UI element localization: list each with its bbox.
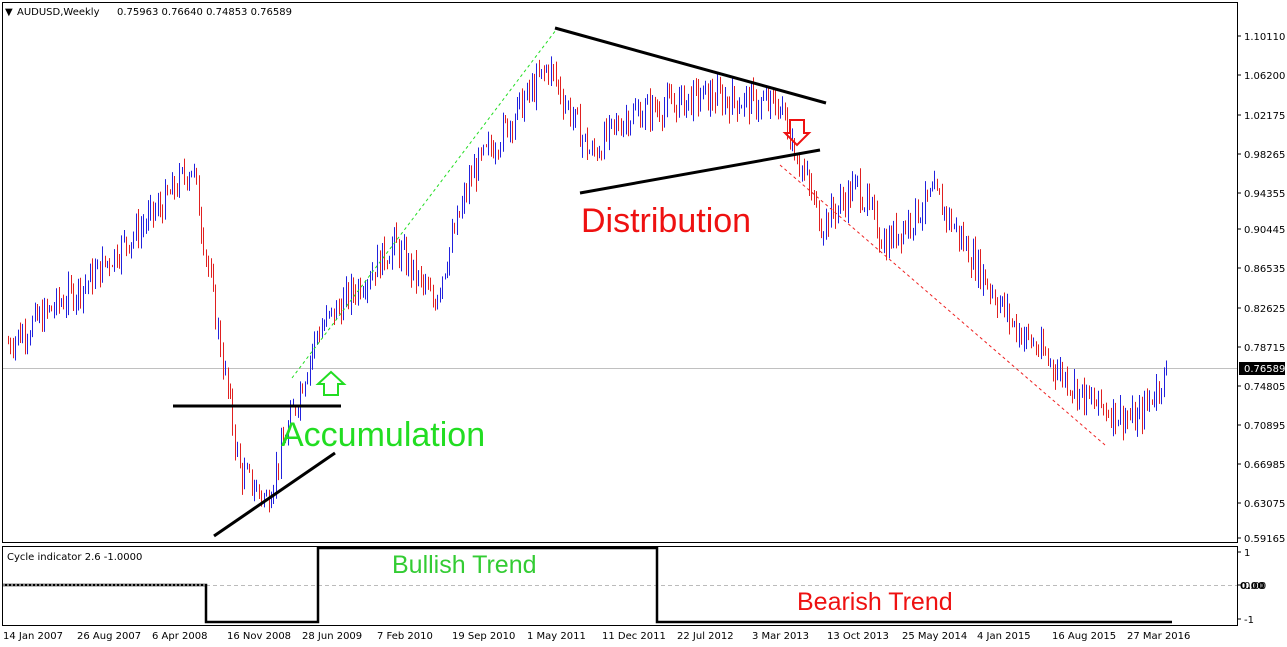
- price-tick-label: 1.06200: [1244, 71, 1285, 82]
- accumulation-label: Accumulation: [281, 416, 485, 454]
- uptrend-dashed-line: [291, 29, 557, 379]
- indicator-tick-label: -1: [1244, 615, 1254, 626]
- current-price-marker: 0.76589: [1239, 362, 1285, 375]
- price-tick-label: 0.74805: [1244, 382, 1285, 393]
- price-tick: 0.70895: [1237, 421, 1285, 432]
- date-axis: 14 Jan 2007 26 Aug 2007 6 Apr 2008 16 No…: [3, 631, 1190, 642]
- price-tick-label: 0.70895: [1244, 421, 1285, 432]
- price-tick-label: 0.66985: [1244, 460, 1285, 471]
- indicator-axis: 1 0.00 -1 0.00: [1237, 548, 1266, 626]
- indicator-title: Cycle indicator 2.6 -1.0000: [7, 552, 142, 563]
- date-tick-label: 1 May 2011: [527, 631, 586, 642]
- price-axis: 1.10110 1.06200 1.02175 0.98265 0.94355 …: [1237, 32, 1285, 545]
- price-tick-label: 1.02175: [1244, 111, 1285, 122]
- price-tick-label: 0.94355: [1244, 189, 1285, 200]
- cycle-indicator-line: [3, 546, 1172, 624]
- date-tick-label: 19 Sep 2010: [452, 631, 515, 642]
- price-tick: 0.78715: [1237, 343, 1285, 354]
- price-tick-label: 0.90445: [1244, 225, 1285, 236]
- price-tick-label: 0.59165: [1244, 534, 1285, 545]
- main-pane-frame: [2, 2, 1238, 543]
- date-tick-label: 6 Apr 2008: [152, 631, 207, 642]
- bearish-trend-label: Bearish Trend: [797, 588, 953, 616]
- date-tick-label: 16 Aug 2015: [1052, 631, 1116, 642]
- date-tick-label: 28 Jun 2009: [302, 631, 362, 642]
- indicator-tick: -1: [1237, 615, 1254, 626]
- date-tick-label: 25 May 2014: [902, 631, 967, 642]
- date-tick-label: 27 Mar 2016: [1127, 631, 1190, 642]
- price-tick: 0.86535: [1237, 264, 1285, 275]
- price-bars: [8, 56, 1167, 513]
- date-tick-label: 11 Dec 2011: [602, 631, 666, 642]
- price-tick-label: 0.82625: [1244, 304, 1285, 315]
- date-tick-label: 13 Oct 2013: [827, 631, 889, 642]
- indicator-tick-label: 1: [1244, 548, 1250, 559]
- date-tick-label: 4 Jan 2015: [977, 631, 1031, 642]
- price-tick-label: 0.98265: [1244, 150, 1285, 161]
- date-tick-label: 14 Jan 2007: [3, 631, 63, 642]
- distribution-lower-line: [579, 148, 821, 195]
- indicator-current-label: 0.00: [1240, 581, 1265, 592]
- price-tick-label: 0.78715: [1244, 343, 1285, 354]
- date-tick-label: 7 Feb 2010: [377, 631, 433, 642]
- price-tick: 0.94355: [1237, 189, 1285, 200]
- price-tick: 0.90445: [1237, 225, 1285, 236]
- bullish-trend-label: Bullish Trend: [392, 551, 537, 579]
- distribution-upper-line: [554, 26, 827, 105]
- indicator-tick: 1: [1237, 548, 1250, 559]
- price-tick-label: 1.10110: [1244, 32, 1285, 43]
- date-tick-label: 16 Nov 2008: [227, 631, 291, 642]
- date-tick-label: 22 Jul 2012: [677, 631, 734, 642]
- price-tick-label: 0.86535: [1244, 264, 1285, 275]
- symbol-label: AUDUSD,Weekly: [17, 7, 100, 18]
- down-arrow-icon: [782, 119, 812, 147]
- distribution-label: Distribution: [581, 202, 751, 240]
- price-tick: 0.66985: [1237, 460, 1285, 471]
- price-tick: 0.59165: [1237, 534, 1285, 545]
- up-arrow-icon: [315, 370, 347, 396]
- price-tick: 0.63075: [1237, 499, 1285, 510]
- price-tick: 1.06200: [1237, 71, 1285, 82]
- price-tick: 0.98265: [1237, 150, 1285, 161]
- dropdown-arrow-icon[interactable]: ▼: [5, 7, 13, 18]
- price-tick-label: 0.63075: [1244, 499, 1285, 510]
- price-tick: 1.02175: [1237, 111, 1285, 122]
- date-tick-label: 26 Aug 2007: [77, 631, 141, 642]
- ohlc-label: 0.75963 0.76640 0.74853 0.76589: [117, 7, 292, 18]
- indicator-tick-label: 0.00: [1244, 581, 1266, 592]
- accumulation-support-line: [213, 451, 336, 538]
- current-price-label: 0.76589: [1244, 364, 1285, 375]
- price-tick: 0.74805: [1237, 382, 1285, 393]
- indicator-tick: 0.00: [1237, 581, 1266, 592]
- price-tick: 0.82625: [1237, 304, 1285, 315]
- price-tick: 1.10110: [1237, 32, 1285, 43]
- date-tick-label: 3 Mar 2013: [752, 631, 809, 642]
